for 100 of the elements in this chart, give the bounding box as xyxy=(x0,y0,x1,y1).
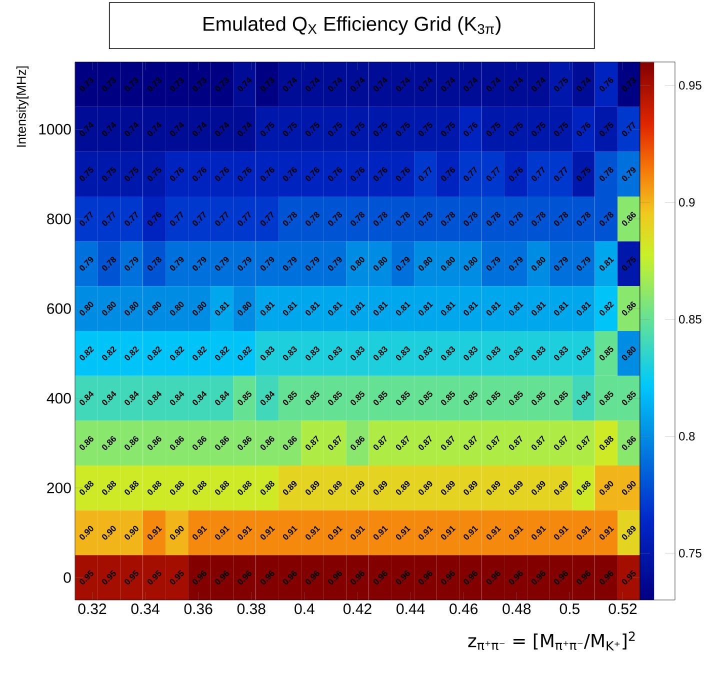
data-label: 0.91 xyxy=(350,526,366,540)
data-label: 0.89 xyxy=(396,481,410,495)
data-label: 0.76 xyxy=(192,167,206,181)
y-tick-label: 400 xyxy=(46,392,71,404)
y-tick-label: 800 xyxy=(47,214,71,224)
data-label: 0.86 xyxy=(80,436,94,450)
data-label: 0.86 xyxy=(282,436,297,450)
data-label: 0.96 xyxy=(418,570,432,584)
data-label: 0.80 xyxy=(192,302,206,316)
y-tick-label: 1000 xyxy=(39,124,71,135)
data-label: 0.81 xyxy=(350,302,366,316)
data-label: 0.89 xyxy=(464,481,478,495)
data-label: 0.80 xyxy=(147,302,162,316)
data-label: 0.96 xyxy=(554,570,568,584)
data-label: 0.91 xyxy=(418,526,434,540)
data-label: 0.91 xyxy=(306,526,320,540)
data-label: 0.81 xyxy=(373,302,388,316)
x-tick-label: 0.5 xyxy=(560,604,580,614)
x-tick-label: 0.34 xyxy=(131,604,160,614)
color-bar-label: 0.9 xyxy=(679,198,695,207)
data-label: 0.76 xyxy=(170,167,184,181)
x-tick-label: 0.38 xyxy=(237,604,266,614)
data-label: 0.86 xyxy=(622,436,636,450)
data-label: 0.96 xyxy=(508,570,523,584)
data-label: 0.86 xyxy=(260,436,274,450)
data-label: 0.81 xyxy=(576,302,592,316)
data-label: 0.90 xyxy=(599,481,614,495)
chart-title: Emulated Q$_{X}$ Efficiency Grid (K$_{3π}$) xyxy=(204,16,500,35)
data-label: 0.76 xyxy=(396,167,410,181)
data-label: 0.91 xyxy=(464,526,478,540)
data-label: 0.96 xyxy=(576,570,591,584)
data-label: 0.91 xyxy=(531,526,546,540)
data-label: 0.96 xyxy=(306,570,320,584)
data-label: 0.86 xyxy=(124,436,139,450)
data-label: 0.89 xyxy=(306,481,320,495)
data-label: 0.96 xyxy=(464,570,478,584)
data-label: 0.96 xyxy=(238,570,252,584)
data-label: 0.82 xyxy=(238,346,252,360)
data-label: 0.81 xyxy=(418,302,434,316)
data-label: 0.91 xyxy=(282,526,298,540)
data-label: 0.76 xyxy=(441,167,455,181)
data-label: 0.76 xyxy=(373,167,388,181)
data-label: 0.81 xyxy=(282,302,298,316)
data-label: 0.80 xyxy=(124,302,138,316)
data-label: 0.76 xyxy=(328,167,342,181)
data-label: 0.81 xyxy=(260,302,276,316)
data-label: 0.76 xyxy=(282,167,297,181)
color-bar-label: 0.85 xyxy=(679,315,702,324)
data-label: 0.89 xyxy=(486,481,500,495)
y-axis-title: Intensity[MHz] xyxy=(16,66,29,147)
data-label: 0.96 xyxy=(350,570,365,584)
data-label: 0.81 xyxy=(486,302,502,316)
data-label: 0.86 xyxy=(192,436,206,450)
data-label: 0.76 xyxy=(215,167,229,181)
data-label: 0.81 xyxy=(306,302,320,316)
data-label: 0.86 xyxy=(622,302,636,316)
data-label: 0.80 xyxy=(622,346,636,360)
data-label: 0.89 xyxy=(350,481,364,495)
data-label: 0.86 xyxy=(238,436,252,450)
data-label: 0.91 xyxy=(260,526,276,540)
x-tick-label: 0.44 xyxy=(396,604,425,614)
data-label: 0.76 xyxy=(508,167,523,181)
data-label: 0.86 xyxy=(215,436,229,450)
data-label: 0.86 xyxy=(147,436,162,450)
data-label: 0.91 xyxy=(576,526,592,540)
x-tick-label: 0.46 xyxy=(450,604,478,614)
data-label: 0.91 xyxy=(554,526,569,540)
x-tick-label: 0.48 xyxy=(502,604,531,614)
data-label: 0.91 xyxy=(192,526,208,540)
color-bar-label: 0.8 xyxy=(679,432,695,440)
data-label: 0.81 xyxy=(215,302,230,316)
data-label: 0.76 xyxy=(350,167,365,181)
data-label: 0.96 xyxy=(441,570,455,584)
data-label: 0.96 xyxy=(486,570,500,584)
x-axis-title: z$_{π⁺π⁻}$ = [M$_{π⁺π⁻}$/M$_{K⁺}$]$^{2}$ xyxy=(468,632,635,650)
data-label: 0.91 xyxy=(441,526,456,540)
data-label: 0.96 xyxy=(328,570,342,584)
data-label: 0.96 xyxy=(599,570,614,584)
data-label: 0.89 xyxy=(554,481,568,495)
x-tick-label: 0.52 xyxy=(608,604,637,614)
data-label: 0.81 xyxy=(508,302,524,316)
data-label: 0.81 xyxy=(464,302,478,316)
data-label: 0.91 xyxy=(215,526,230,540)
data-label: 0.89 xyxy=(441,481,455,495)
x-tick-label: 0.4 xyxy=(294,604,314,614)
data-label: 0.96 xyxy=(531,570,546,584)
data-label: 0.91 xyxy=(508,526,524,540)
data-label: 0.76 xyxy=(260,167,274,181)
data-label: 0.81 xyxy=(441,302,456,316)
color-bar-label: 0.75 xyxy=(679,548,702,558)
data-label: 0.80 xyxy=(102,302,116,316)
y-tick-label: 600 xyxy=(47,303,71,314)
data-label: 0.76 xyxy=(238,167,252,181)
data-label: 0.91 xyxy=(373,526,388,540)
data-label: 0.80 xyxy=(238,302,252,316)
data-label: 0.89 xyxy=(418,481,432,495)
data-label: 0.76 xyxy=(306,167,320,181)
data-label: 0.90 xyxy=(622,481,636,495)
data-label: 0.81 xyxy=(328,302,343,316)
data-label: 0.80 xyxy=(170,302,184,316)
